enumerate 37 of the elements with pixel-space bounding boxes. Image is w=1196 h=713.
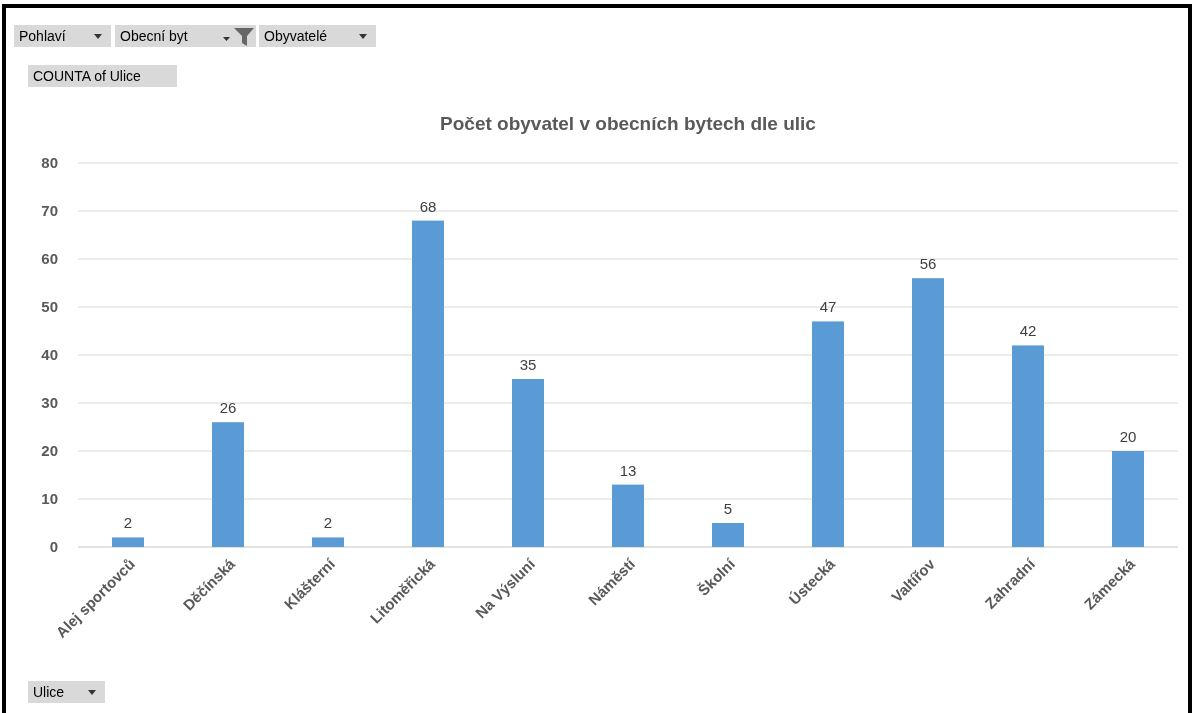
y-tick-label: 30 <box>41 394 58 411</box>
y-tick-label: 50 <box>41 298 58 315</box>
text: COUNTA of Ulice <box>33 68 142 84</box>
bar <box>1112 451 1144 547</box>
y-tick-label: 40 <box>41 346 58 363</box>
y-tick-label: 80 <box>41 154 58 171</box>
data-label: 56 <box>919 255 937 273</box>
data-label: 20 <box>1119 428 1137 445</box>
text: Obecní byt <box>120 28 188 44</box>
data-label: 2 <box>123 514 133 532</box>
text: Obyvatelé <box>264 28 328 44</box>
bar <box>812 321 844 547</box>
y-tick-label: 60 <box>41 250 58 267</box>
bar <box>712 523 744 547</box>
bar <box>112 537 144 547</box>
bar <box>612 484 644 547</box>
bar <box>312 537 344 547</box>
bar <box>512 379 544 547</box>
data-label: 35 <box>519 356 537 373</box>
data-label: 2 <box>323 514 333 532</box>
data-label: 42 <box>1019 322 1037 340</box>
y-tick-label: 70 <box>41 202 58 219</box>
data-label: 68 <box>419 197 437 215</box>
data-label: 47 <box>819 298 837 316</box>
bar <box>412 220 444 547</box>
chart-title: Počet obyvatel v obecních bytech dle ulic <box>440 113 817 134</box>
text: Pohlaví <box>19 28 66 44</box>
bar <box>912 278 944 547</box>
data-label: 5 <box>723 500 733 517</box>
y-tick-label: 0 <box>49 538 58 555</box>
y-tick-label: 10 <box>41 490 58 507</box>
data-label: 13 <box>619 461 637 479</box>
y-tick-label: 20 <box>41 442 58 459</box>
bar <box>1012 345 1044 547</box>
text: Ulice <box>33 684 65 700</box>
data-label: 26 <box>219 399 237 417</box>
bar <box>212 422 244 547</box>
